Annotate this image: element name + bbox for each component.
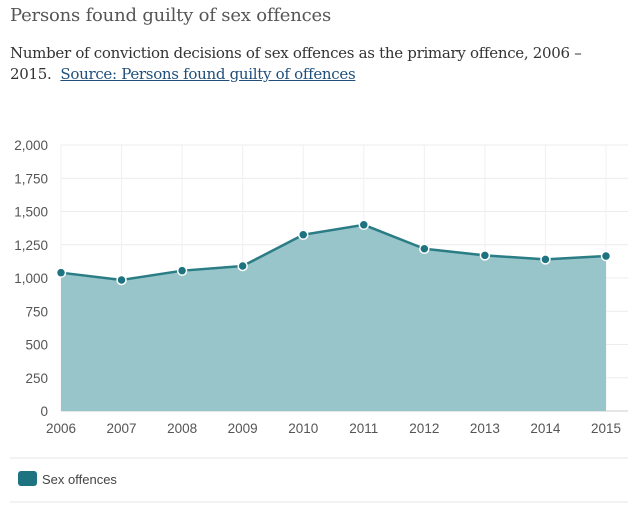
legend-label[interactable]: Sex offences [42, 472, 117, 487]
y-tick-label: 750 [25, 304, 48, 319]
x-tick-label: 2006 [46, 421, 76, 436]
x-tick-label: 2010 [288, 421, 318, 436]
series-area [61, 224, 606, 411]
x-tick-label: 2009 [228, 421, 258, 436]
y-tick-label: 1,750 [14, 171, 48, 186]
x-axis: 2006 2007 2008 2009 2010 2011 2012 2013 2014 2015 [46, 421, 621, 436]
legend: Sex offences [10, 457, 628, 503]
data-point [540, 254, 551, 265]
y-tick-label: 1,250 [14, 238, 48, 253]
data-point [237, 260, 248, 272]
chart-subtitle: Number of conviction decisions of sex of… [10, 43, 625, 85]
subtitle-text: Number of conviction decisions of sex of… [10, 44, 582, 83]
series-sex-offences [55, 219, 612, 411]
data-point [176, 265, 188, 276]
data-point [55, 267, 67, 278]
data-point [419, 243, 430, 254]
data-point [358, 219, 370, 231]
chart-title: Persons found guilty of sex offences [10, 5, 332, 26]
x-tick-label: 2011 [349, 421, 378, 436]
data-point [600, 250, 612, 262]
y-tick-label: 250 [25, 371, 48, 386]
x-tick-label: 2015 [591, 421, 621, 436]
x-tick-label: 2007 [107, 421, 137, 436]
legend-swatch[interactable] [18, 471, 37, 486]
data-point [297, 229, 309, 241]
series-line [60, 223, 607, 282]
data-point [479, 250, 491, 261]
data-point [116, 274, 127, 286]
x-tick-label: 2012 [409, 421, 439, 436]
x-tick-label: 2014 [530, 421, 561, 436]
y-axis: 0 250 500 750 1,000 1,250 1,500 1,750 2,000 [14, 138, 48, 419]
y-tick-label: 1,500 [14, 205, 48, 220]
source-link[interactable]: Source: Persons found guilty of offences [60, 65, 356, 83]
y-tick-label: 2,000 [14, 138, 48, 153]
y-tick-label: 1,000 [14, 271, 48, 286]
x-tick-label: 2013 [470, 421, 500, 436]
y-tick-label: 0 [40, 404, 48, 419]
x-tick-label: 2008 [167, 421, 197, 436]
y-tick-label: 500 [25, 338, 48, 353]
